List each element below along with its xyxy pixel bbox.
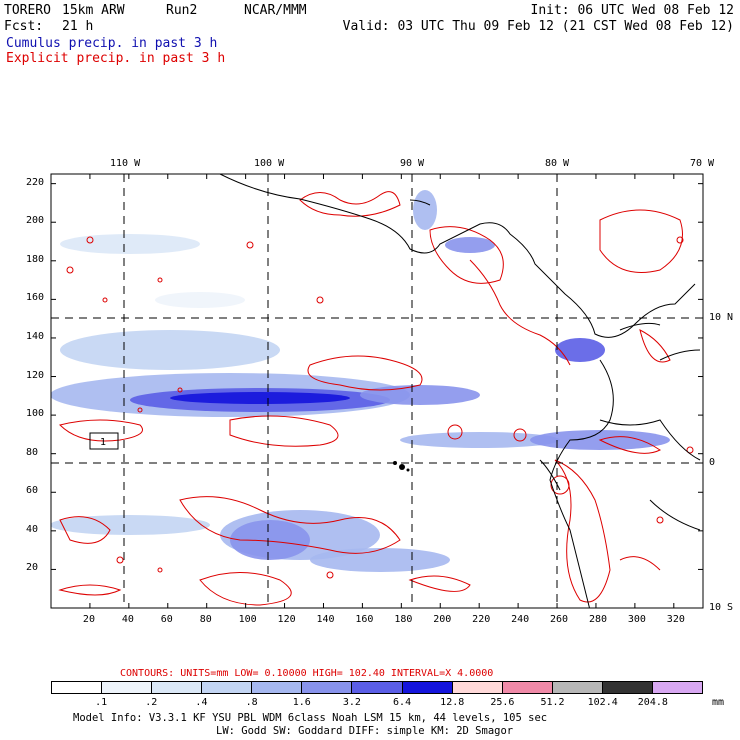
x-tick-label: 120 [277, 614, 296, 625]
cumulus-field-label: Cumulus precip. in past 3 h [6, 36, 218, 51]
x-tick-label: 80 [199, 614, 212, 625]
y-tick-label: 140 [26, 330, 45, 342]
colorbar-label: .4 [195, 697, 208, 708]
x-tick-label: 280 [588, 614, 608, 625]
x-tick-label: 20 [82, 614, 95, 625]
y-tick-label: 200 [26, 215, 45, 227]
lat-label-0: 0 [709, 457, 716, 468]
y-tick-label: 20 [26, 562, 39, 574]
y-tick-label: 180 [26, 253, 45, 265]
colorbar-label: 204.8 [637, 697, 668, 708]
colorbar [51, 681, 703, 694]
y-tick-label: 120 [26, 369, 45, 381]
colorbar-label: 3.2 [342, 697, 361, 708]
colorbar-label: .1 [95, 697, 108, 708]
forecast-hours: 21 h [62, 19, 94, 34]
x-tick-label: 260 [550, 614, 569, 625]
x-tick-label: 220 [472, 614, 491, 625]
model-info: Model Info: V3.3.1 KF YSU PBL WDM 6class… [73, 712, 548, 724]
model-name: TORERO [4, 3, 51, 18]
valid-time: Valid: 03 UTC Thu 09 Feb 12 (21 CST Wed … [342, 19, 734, 34]
y-tick-label: 160 [26, 292, 45, 304]
physics-info: LW: Godd SW: Goddard DIFF: simple KM: 2D… [216, 725, 514, 737]
colorbar-unit: mm [712, 697, 725, 708]
y-tick-label: 80 [26, 446, 39, 458]
colorbar-swatch [502, 682, 553, 693]
map-frame [50, 173, 704, 609]
y-tick-label: 40 [26, 523, 39, 535]
small-region-box-label: 1 [100, 437, 106, 448]
colorbar-swatch [602, 682, 653, 693]
x-tick-label: 200 [433, 614, 452, 625]
x-tick-label: 160 [355, 614, 374, 625]
colorbar-label: .2 [145, 697, 158, 708]
explicit-field-label: Explicit precip. in past 3 h [6, 51, 226, 66]
init-time: Init: 06 UTC Wed 08 Feb 12 [530, 3, 735, 18]
explicit-precip-contours [58, 191, 694, 606]
colorbar-swatch [202, 682, 253, 693]
colorbar-swatch [152, 682, 203, 693]
colorbar-swatch [252, 682, 303, 693]
colorbar-label: 102.4 [587, 697, 618, 708]
colorbar-swatch [302, 682, 353, 693]
x-tick-label: 100 [238, 614, 257, 625]
x-tick-label: 300 [627, 614, 646, 625]
lon-label-110w: 110 W [110, 158, 141, 169]
lat-lon-grid [51, 174, 703, 608]
colorbar-label: 25.6 [490, 697, 515, 708]
x-tick-label: 320 [666, 614, 685, 625]
islands [393, 461, 410, 472]
colorbar-swatch [402, 682, 453, 693]
colorbar-label: 12.8 [440, 697, 465, 708]
cumulus-precip-shading [51, 190, 670, 572]
lat-label-10n: 10 N [709, 312, 734, 323]
colorbar-label: 1.6 [292, 697, 311, 708]
x-tick-label: 140 [316, 614, 335, 625]
colorbar-swatch [452, 682, 503, 693]
small-region-box [89, 432, 119, 450]
lon-label-70w: 70 W [690, 158, 715, 169]
lat-label-10s: 10 S [709, 602, 734, 613]
x-tick-label: 240 [511, 614, 530, 625]
colorbar-swatch [352, 682, 403, 693]
forecast-label: Fcst: [4, 19, 44, 34]
lon-label-80w: 80 W [545, 158, 570, 169]
center-label: NCAR/MMM [244, 3, 307, 18]
x-tick-marks [89, 174, 675, 608]
colorbar-swatch [52, 682, 103, 693]
y-tick-marks [51, 183, 703, 570]
x-tick-label: 180 [394, 614, 413, 625]
lon-label-90w: 90 W [400, 158, 425, 169]
contour-info: CONTOURS: UNITS=mm LOW= 0.10000 HIGH= 10… [120, 668, 494, 679]
colorbar-swatch [652, 682, 703, 693]
colorbar-label: 6.4 [393, 697, 412, 708]
x-tick-label: 40 [121, 614, 134, 625]
model-resolution: 15km ARW [62, 3, 125, 18]
y-tick-label: 60 [26, 485, 39, 497]
lon-label-100w: 100 W [254, 158, 285, 169]
colorbar-label: 51.2 [540, 697, 565, 708]
colorbar-swatch [102, 682, 153, 693]
colorbar-swatch [552, 682, 603, 693]
colorbar-label: .8 [245, 697, 258, 708]
y-tick-label: 100 [26, 408, 45, 420]
y-tick-label: 220 [26, 176, 45, 188]
run-label: Run2 [166, 3, 198, 18]
x-tick-label: 60 [160, 614, 173, 625]
